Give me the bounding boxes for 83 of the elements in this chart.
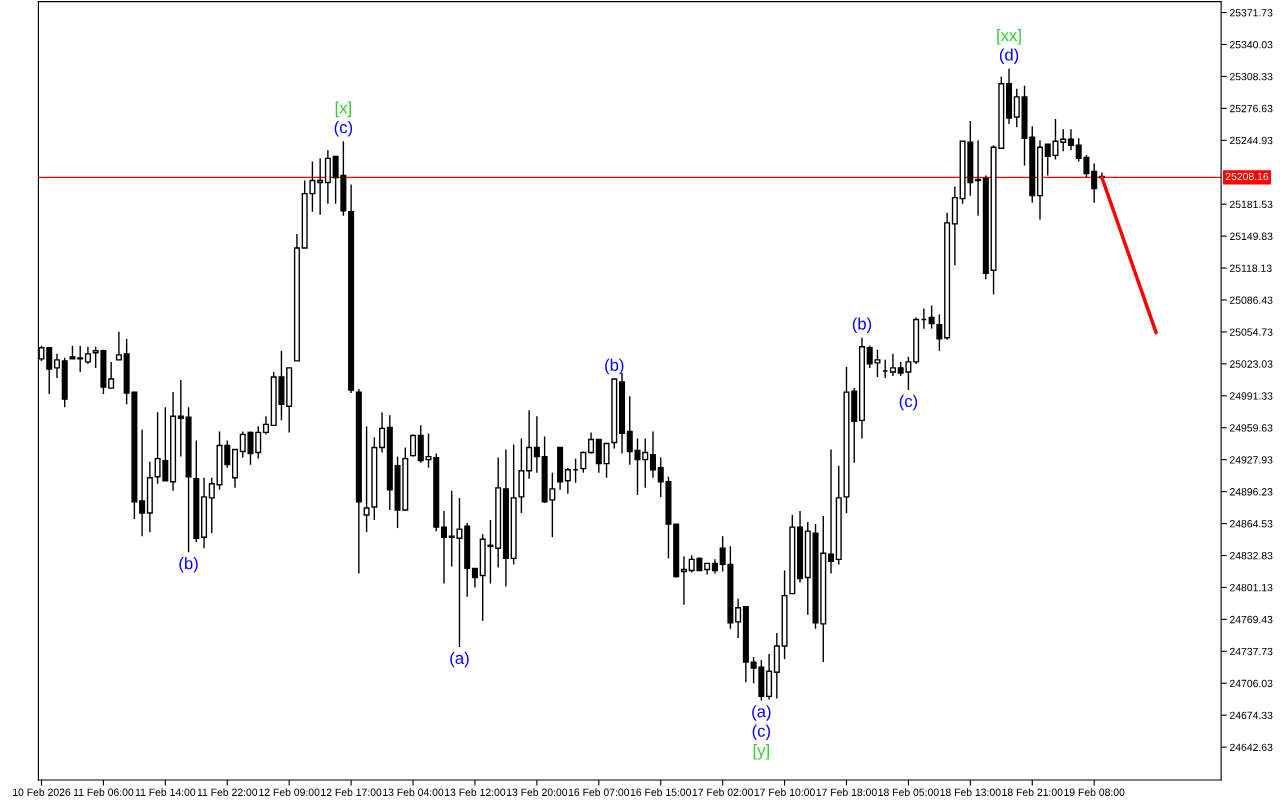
y-tick-label: 25023.03 [1229,360,1273,368]
candlestick [928,304,935,330]
candlestick [1067,128,1074,152]
x-tick-label: 17 Feb 02:00 [692,788,753,796]
candlestick [889,353,896,377]
y-tick-label: 25340.03 [1229,40,1273,49]
candlestick [526,409,533,480]
candlestick [533,415,540,474]
y-tick-label: 25244.93 [1229,136,1273,145]
y-tick-label: 24927.93 [1229,456,1273,464]
y-tick-label: 25181.53 [1229,200,1273,209]
x-tick-label: 18 Feb 05:00 [878,788,939,796]
x-tick-label: 17 Feb 10:00 [754,788,815,796]
candlestick [1060,128,1067,153]
annotation: (c) [752,724,771,741]
annotation: (b) [179,557,198,573]
y-tick-label: 25118.13 [1229,264,1272,272]
x-tick-label: 19 Feb 08:00 [1064,788,1125,796]
candlestick [564,466,571,495]
candlestick [53,353,60,379]
y-tick-label: 24801.13 [1229,583,1273,592]
x-tick-label: 11 Feb 06:00 [73,788,134,796]
y-tick-label: 25149.83 [1229,232,1273,240]
annotation: (b) [852,317,872,333]
candlestick [440,510,448,585]
y-tick-label: 24674.33 [1229,711,1273,720]
candlestick [471,567,478,589]
x-tick-label: 16 Feb 15:00 [630,788,692,796]
y-tick-label: 25276.63 [1229,104,1273,113]
annotation: (a) [450,651,469,668]
candlestick [735,597,742,639]
candlestick [139,428,146,537]
y-tick-label: 24642.63 [1229,743,1273,751]
x-tick-label: 11 Feb 22:00 [197,788,258,796]
candlestick [827,448,835,575]
candlestick [108,361,115,389]
candlestick [680,555,687,606]
candlestick [603,442,610,479]
annotation: (c) [334,120,353,137]
annotation: (b) [605,358,624,375]
candlestick [208,477,215,534]
y-tick-label: 24832.83 [1229,552,1273,560]
x-tick-label: 10 Feb 2026 [13,788,71,796]
candlestick [649,430,656,479]
candlestick [588,431,595,455]
annotation: (a) [752,705,771,721]
y-tick-label: 24769.43 [1229,615,1273,624]
candlestick [379,411,386,454]
y-tick-label: 24959.63 [1229,424,1273,432]
candlestick [936,313,943,352]
annotation: [xx] [997,28,1021,45]
y-tick-label: 24991.33 [1229,392,1273,400]
x-tick-label: 18 Feb 21:00 [1002,788,1063,796]
y-tick-label: 25054.73 [1229,328,1273,336]
y-tick-label: 25371.73 [1229,9,1273,17]
candlestick [262,415,269,436]
candlestick [77,345,84,373]
ref-line-label: 25208.16 [1225,172,1269,181]
y-tick-label: 25308.33 [1229,72,1273,81]
candlestick [1091,162,1098,204]
x-tick-label: 17 Feb 18:00 [816,788,877,796]
y-tick-label: 25086.43 [1229,296,1273,304]
annotation: [y] [753,744,769,760]
candlestick [115,330,122,361]
x-tick-label: 11 Feb 14:00 [135,788,196,796]
x-tick-label: 12 Feb 17:00 [321,788,382,796]
y-tick-label: 24737.73 [1229,647,1273,656]
candlestick [410,433,417,458]
x-tick-label: 16 Feb 07:00 [568,788,630,796]
x-tick-label: 13 Feb 12:00 [445,788,506,796]
y-tick-label: 24896.23 [1229,488,1273,496]
candlestick [317,157,324,216]
candlestick [177,379,184,458]
y-tick-label: 24706.03 [1229,679,1273,688]
annotation: [x] [335,101,351,118]
annotation: (c) [899,394,918,411]
x-tick-label: 13 Feb 20:00 [506,788,568,796]
annotation: (d) [999,48,1019,64]
x-tick-label: 12 Feb 09:00 [259,788,320,796]
y-tick-label: 24864.53 [1229,520,1273,528]
candlestick [975,139,982,217]
x-tick-label: 13 Feb 04:00 [383,788,444,796]
x-tick-label: 18 Feb 13:00 [940,788,1001,796]
